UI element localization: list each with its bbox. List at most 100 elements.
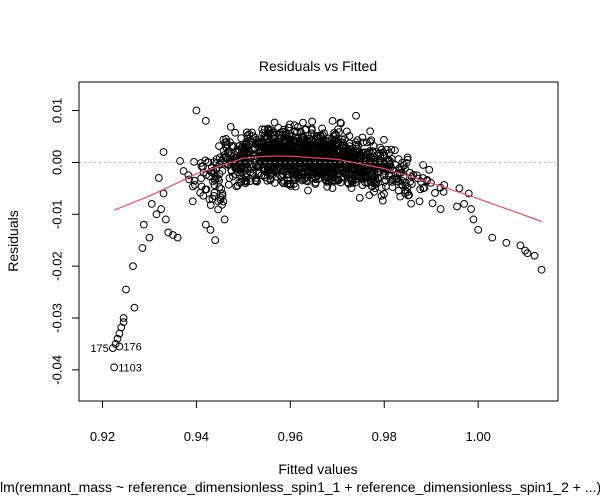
data-point [254,169,263,178]
data-point [274,123,283,132]
data-point [366,138,375,146]
data-point [420,183,429,192]
data-point [252,174,261,182]
data-point [350,173,359,182]
data-point [311,172,319,181]
data-point [224,180,233,189]
data-point [241,171,250,180]
data-point [201,117,210,125]
data-point [274,150,282,159]
data-point [336,138,345,146]
data-point [321,174,330,183]
data-point [241,147,249,156]
data-point [328,184,337,193]
data-point [250,162,258,171]
data-point [154,174,163,182]
data-point [263,176,272,185]
data-point [205,195,214,204]
data-point [391,161,400,169]
data-point [263,166,272,174]
data-point [464,189,473,198]
data-point [323,182,332,191]
data-point [355,193,364,202]
data-point [122,285,130,294]
data-point [377,145,386,154]
data-point [342,127,351,136]
data-point [352,111,360,120]
data-point [322,144,331,153]
data-point [380,135,388,144]
data-point [138,244,147,252]
data-point [281,160,290,169]
data-point [152,210,161,219]
data-point [218,189,227,198]
data-point [210,176,219,185]
data-point [405,191,413,199]
data-point [428,199,437,208]
data-point [253,177,261,186]
data-point [353,136,362,145]
data-point [338,154,347,163]
data-point [188,197,197,206]
data-point [281,142,290,150]
data-point [119,314,128,322]
data-point [320,139,329,148]
data-point [270,118,279,127]
data-point [210,181,219,189]
x-tick-label: 0.92 [90,429,115,444]
data-point [159,148,168,156]
data-point [371,158,380,167]
data-point [367,182,376,190]
x-tick-label: 0.98 [372,429,397,444]
data-point [316,131,325,140]
data-point [201,156,210,165]
data-point [304,186,312,195]
data-point [355,153,364,161]
data-point [521,246,530,255]
data-point [265,138,274,147]
data-point [190,176,199,185]
data-point [431,189,439,197]
data-point [210,188,219,197]
y-axis-label: Residuals [5,210,21,271]
data-point [377,184,386,192]
point-cloud [176,117,449,214]
data-point [309,138,318,146]
data-point [304,156,313,165]
data-point [290,121,299,130]
data-point [226,123,235,131]
data-point [241,140,250,149]
data-point [264,125,273,134]
data-point [314,164,323,173]
data-point [270,134,279,143]
data-point [294,153,303,162]
x-tick-label: 1.00 [466,429,491,444]
data-point [333,146,342,155]
data-point [394,177,403,186]
data-point [474,225,483,234]
point-id-label: 1103 [118,362,142,374]
data-point [353,165,362,173]
data-point [425,165,434,174]
y-tick-label: 0.00 [50,150,65,175]
data-point [358,181,367,190]
data-point [378,196,387,205]
data-point [353,148,362,157]
point-id-label: 176 [123,342,141,354]
data-point [416,185,425,194]
data-point [358,160,367,169]
data-point [333,175,342,184]
data-point [398,176,407,185]
y-tick-label: -0.04 [50,355,65,385]
data-point [176,157,184,165]
data-point [302,140,311,148]
data-point [117,323,126,332]
data-point [322,141,331,150]
data-point [217,185,226,193]
data-point [313,131,321,140]
data-point [242,128,251,137]
data-point [277,173,286,182]
data-point [409,171,418,179]
data-point [415,197,424,206]
